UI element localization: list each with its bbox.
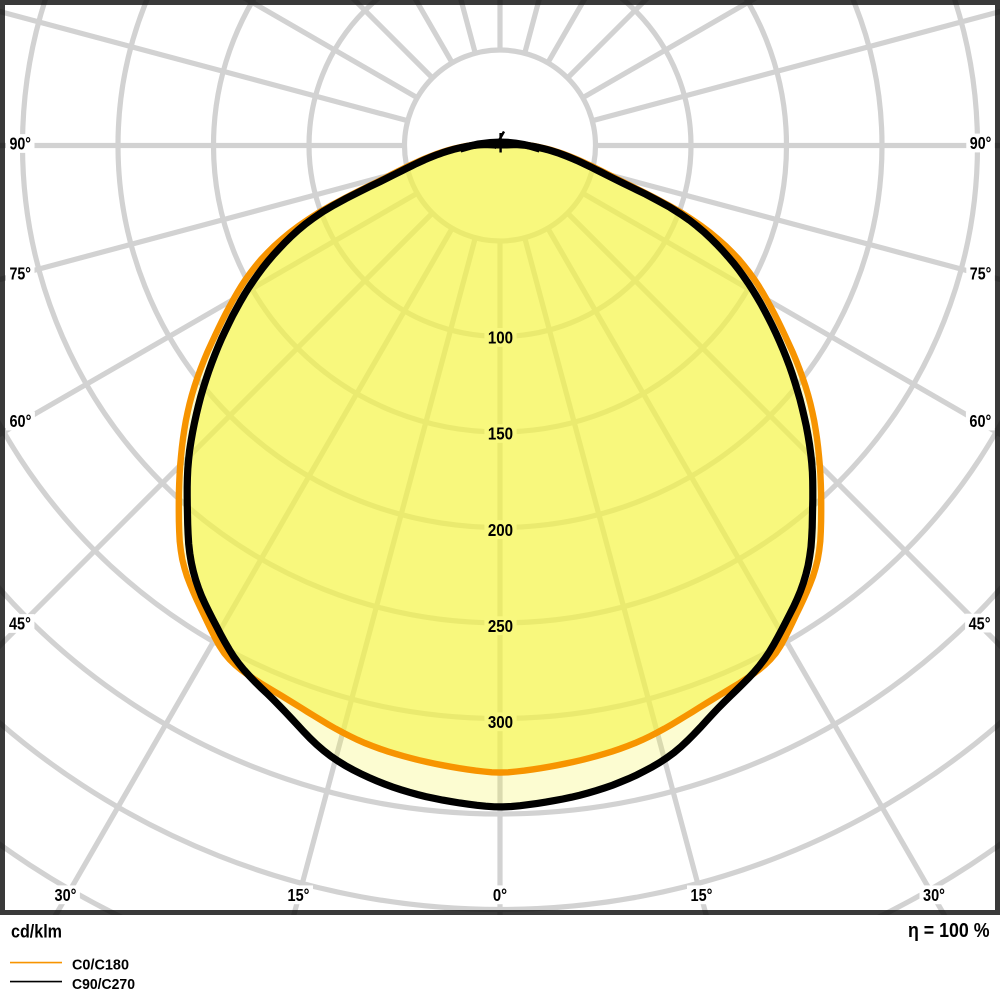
svg-text:200: 200 <box>488 520 513 540</box>
svg-text:90°: 90° <box>10 134 32 154</box>
svg-text:90°: 90° <box>970 133 992 153</box>
svg-text:250: 250 <box>488 616 513 636</box>
svg-text:75°: 75° <box>10 264 32 284</box>
svg-text:C90/C270: C90/C270 <box>72 977 135 993</box>
svg-text:0°: 0° <box>493 885 507 905</box>
svg-text:150: 150 <box>488 424 513 444</box>
svg-text:60°: 60° <box>10 411 32 431</box>
svg-text:cd/klm: cd/klm <box>11 922 62 942</box>
svg-text:100: 100 <box>488 328 513 348</box>
svg-text:60°: 60° <box>969 411 991 431</box>
svg-text:C0/C180: C0/C180 <box>72 958 129 974</box>
svg-text:η = 100 %: η = 100 % <box>908 920 990 942</box>
svg-text:300: 300 <box>488 712 513 732</box>
svg-text:45°: 45° <box>969 613 991 633</box>
svg-text:45°: 45° <box>9 614 31 634</box>
svg-text:75°: 75° <box>970 263 992 283</box>
svg-text:15°: 15° <box>288 885 310 905</box>
svg-text:15°: 15° <box>691 885 713 905</box>
svg-text:30°: 30° <box>55 885 77 905</box>
svg-text:30°: 30° <box>923 885 945 905</box>
